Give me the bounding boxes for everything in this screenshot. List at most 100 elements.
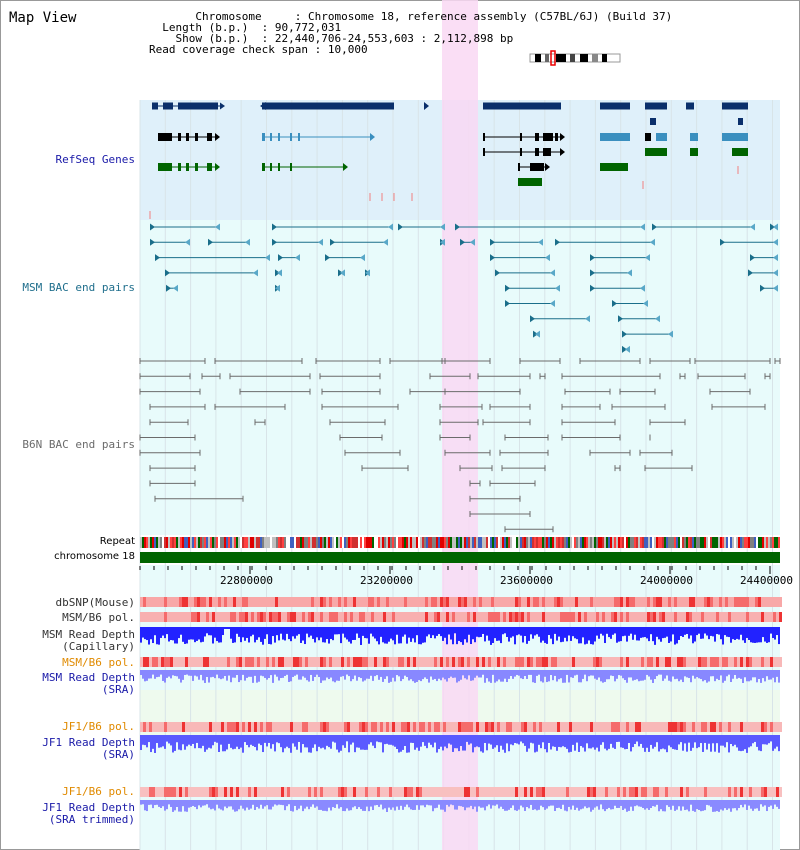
heat-bar bbox=[368, 612, 371, 622]
heat-bar bbox=[587, 597, 590, 607]
depth-bar bbox=[754, 735, 756, 742]
heat-bar bbox=[563, 612, 566, 622]
track-label-msm-read-sra[interactable]: MSM Read Depth bbox=[42, 671, 135, 684]
repeat-bar bbox=[294, 537, 296, 548]
heat-bar bbox=[212, 657, 215, 667]
repeat-bar bbox=[660, 537, 662, 548]
track-label-refseq[interactable]: RefSeq Genes bbox=[55, 153, 135, 166]
heat-bar bbox=[407, 612, 410, 622]
heat-bar bbox=[377, 722, 380, 732]
heat-bar bbox=[143, 657, 146, 667]
bac-end-marker bbox=[455, 223, 460, 231]
depth-bar bbox=[288, 800, 290, 805]
depth-bar bbox=[212, 627, 214, 644]
depth-bar bbox=[700, 800, 702, 812]
depth-bar bbox=[544, 670, 546, 677]
repeat-bar bbox=[694, 537, 696, 548]
depth-bar bbox=[424, 627, 426, 643]
track-label-jf1-read-sra[interactable]: JF1 Read Depth bbox=[42, 736, 135, 749]
heat-bar bbox=[656, 722, 659, 732]
depth-bar bbox=[190, 670, 192, 676]
depth-bar bbox=[452, 670, 454, 678]
repeat-bar bbox=[608, 537, 610, 548]
depth-bar bbox=[618, 627, 620, 642]
depth-bar bbox=[244, 670, 246, 681]
track-label-msm-b6-pol[interactable]: MSM/B6 pol. bbox=[62, 611, 135, 624]
depth-bar bbox=[778, 800, 780, 809]
heat-bar bbox=[140, 787, 143, 797]
depth-bar bbox=[630, 800, 632, 807]
depth-bar bbox=[516, 627, 518, 636]
depth-bar bbox=[378, 800, 380, 807]
repeat-bar bbox=[440, 537, 442, 548]
bac-end-marker bbox=[173, 284, 178, 292]
gene-arrow bbox=[343, 163, 348, 171]
heat-bar bbox=[512, 657, 515, 667]
track-label-msm-read-cap[interactable]: MSM Read Depth bbox=[42, 628, 135, 641]
depth-bar bbox=[622, 627, 624, 637]
depth-bar bbox=[586, 735, 588, 744]
depth-bar bbox=[614, 735, 616, 749]
heat-bar bbox=[752, 597, 755, 607]
heat-bar bbox=[194, 722, 197, 732]
repeat-bar bbox=[360, 537, 362, 548]
heat-bar bbox=[182, 787, 185, 797]
bac-end-marker bbox=[545, 254, 550, 262]
heat-bar bbox=[626, 597, 629, 607]
depth-bar bbox=[620, 735, 622, 748]
repeat-bar bbox=[746, 537, 748, 548]
depth-bar bbox=[228, 627, 230, 629]
heat-bar bbox=[623, 597, 626, 607]
track-label-dbsnp[interactable]: dbSNP(Mouse) bbox=[55, 596, 135, 609]
heat-bar bbox=[269, 597, 272, 607]
track-label-repeat[interactable]: Repeat bbox=[99, 536, 135, 547]
depth-bar bbox=[580, 627, 582, 644]
depth-bar bbox=[694, 670, 696, 679]
depth-bar bbox=[266, 627, 268, 635]
heat-bar bbox=[419, 657, 422, 667]
heat-bar bbox=[293, 612, 296, 622]
depth-bar bbox=[746, 735, 748, 753]
depth-bar bbox=[212, 800, 214, 809]
depth-bar bbox=[712, 670, 714, 677]
heat-bar bbox=[395, 612, 398, 622]
depth-bar bbox=[256, 735, 258, 751]
heat-bar bbox=[380, 612, 383, 622]
track-label-jf1-read-trim[interactable]: JF1 Read Depth bbox=[42, 801, 135, 814]
depth-bar bbox=[594, 627, 596, 642]
heat-bar bbox=[320, 787, 323, 797]
depth-bar bbox=[772, 670, 774, 678]
heat-bar bbox=[314, 612, 317, 622]
heat-bar bbox=[539, 787, 542, 797]
heat-bar bbox=[335, 787, 338, 797]
repeat-bar bbox=[384, 537, 386, 548]
depth-bar bbox=[492, 735, 494, 749]
depth-bar bbox=[690, 735, 692, 751]
heat-bar bbox=[326, 612, 329, 622]
depth-bar bbox=[516, 670, 518, 675]
repeat-bar bbox=[188, 537, 190, 548]
heat-bar bbox=[641, 722, 644, 732]
depth-bar bbox=[166, 670, 168, 678]
heat-bar bbox=[413, 612, 416, 622]
depth-bar bbox=[414, 735, 416, 750]
track-label-msm-b6-pol-2[interactable]: MSM/B6 pol. bbox=[62, 656, 135, 669]
heat-bar bbox=[188, 612, 191, 622]
depth-bar bbox=[528, 800, 530, 809]
heat-bar bbox=[584, 722, 587, 732]
track-label-jf1-b6-pol-2[interactable]: JF1/B6 pol. bbox=[62, 785, 135, 798]
depth-bar bbox=[200, 735, 202, 749]
heat-bar bbox=[392, 612, 395, 622]
heat-bar bbox=[446, 787, 449, 797]
heat-bar bbox=[605, 657, 608, 667]
track-label-msm-bac[interactable]: MSM BAC end pairs bbox=[22, 281, 135, 294]
depth-bar bbox=[766, 735, 768, 745]
header-line-span: Read coverage check span : 10,000 bbox=[149, 43, 368, 56]
heat-bar bbox=[557, 722, 560, 732]
track-label-b6n-bac[interactable]: B6N BAC end pairs bbox=[22, 438, 135, 451]
depth-bar bbox=[228, 670, 230, 676]
track-label-jf1-b6-pol[interactable]: JF1/B6 pol. bbox=[62, 720, 135, 733]
bac-end-marker bbox=[165, 269, 170, 277]
heat-bar bbox=[140, 722, 143, 732]
